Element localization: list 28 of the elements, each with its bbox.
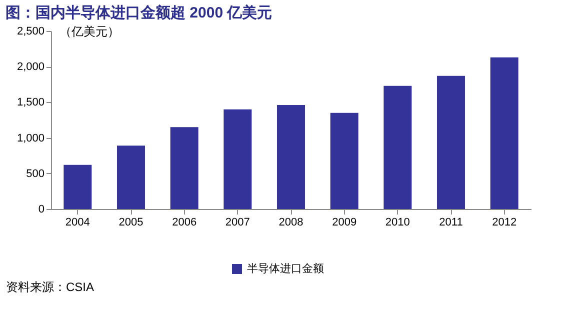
bar [170,127,198,209]
y-axis-title: （亿美元） [60,24,120,38]
bar [277,105,305,209]
y-tick-label: 1,500 [16,96,44,109]
bar [490,57,518,209]
x-tick-label: 2005 [118,216,144,228]
bar [64,164,92,209]
bar [224,109,252,209]
bar [437,76,465,209]
x-tick-label: 2011 [439,216,463,228]
legend-label: 半导体进口金额 [247,262,324,275]
bar [117,146,145,209]
chart-title: 图：国内半导体进口金额超 2000 亿美元 [6,4,272,22]
y-tick-label: 2,500 [16,26,44,38]
y-tick-label: 1,000 [16,132,44,144]
x-tick-label: 2010 [385,216,410,228]
x-tick-label: 2009 [332,216,357,228]
x-tick-label: 2006 [172,216,197,228]
x-tick-label: 2007 [225,216,250,228]
y-tick-label: 0 [38,204,44,216]
bar [330,112,358,209]
y-tick-label: 2,000 [16,61,44,74]
x-tick-label: 2004 [65,216,90,228]
text: 资料来源：CSIA [6,280,94,294]
x-tick-label: 2012 [492,216,517,228]
y-tick-label: 500 [26,168,44,180]
bar [384,86,412,209]
x-tick-label: 2008 [278,216,304,228]
